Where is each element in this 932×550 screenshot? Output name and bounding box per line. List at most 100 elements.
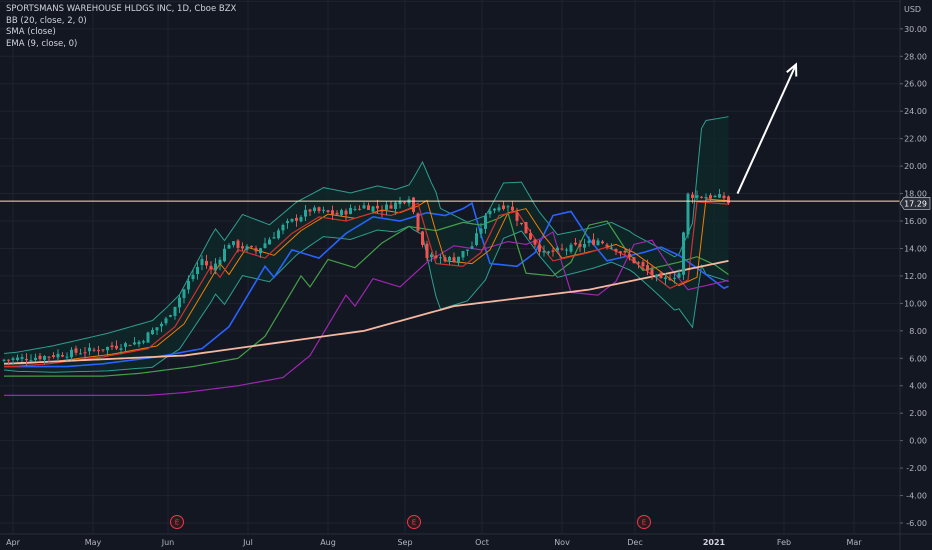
candle-body	[304, 209, 307, 217]
candle-body	[623, 250, 627, 253]
candle-body	[335, 212, 339, 215]
candle-body	[691, 194, 694, 198]
time-tick-label: Sep	[397, 538, 412, 547]
candle-body	[605, 244, 609, 247]
candle-body	[439, 257, 442, 259]
time-tick-label: 2021	[703, 538, 726, 547]
candle-body	[475, 233, 478, 245]
candle-body	[218, 259, 222, 265]
candle-body	[214, 263, 217, 270]
candle-body	[362, 205, 366, 209]
candle-body	[574, 242, 577, 245]
earnings-circle	[637, 515, 651, 529]
trend-arrow-line	[736, 64, 797, 194]
time-tick-label: Nov	[554, 538, 570, 547]
candle-body	[632, 257, 636, 264]
candle-body	[695, 195, 699, 198]
candle-body	[457, 256, 460, 264]
moving-average-purple	[4, 231, 729, 396]
candle-body	[308, 209, 312, 212]
candle-body	[601, 241, 604, 244]
price-tick-label: 2.00	[909, 409, 927, 418]
candle-body	[263, 243, 267, 249]
candle-body	[25, 358, 28, 361]
price-tick-label: -6.00	[906, 519, 927, 528]
candle-body	[412, 197, 415, 212]
candle-body	[511, 206, 514, 211]
candle-body	[506, 206, 510, 208]
legend-bb[interactable]: BB (20, close, 2, 0)	[6, 15, 87, 26]
candle-body	[83, 352, 87, 354]
candle-body	[191, 274, 195, 280]
candle-body	[704, 197, 708, 199]
legend-symbol-title[interactable]: SPORTSMANS WAREHOUSE HLDGS INC, 1D, Cboe…	[6, 4, 237, 14]
time-tick-label: May	[85, 538, 102, 547]
candle-body	[466, 249, 469, 251]
candle-body	[322, 209, 325, 211]
candle-body	[151, 329, 154, 335]
price-tick-label: -2.00	[906, 464, 927, 473]
candle-body	[497, 207, 501, 211]
time-tick-label: Oct	[475, 538, 489, 547]
candle-body	[344, 210, 348, 215]
candle-body	[115, 345, 118, 349]
price-tick-label: -4.00	[906, 492, 927, 501]
candle-body	[637, 262, 640, 264]
candle-body	[236, 240, 240, 248]
legend-ema[interactable]: EMA (9, close, 0)	[6, 38, 78, 49]
legend-sma[interactable]: SMA (close)	[6, 27, 56, 37]
candle-body	[709, 195, 712, 199]
time-tick-label: Aug	[320, 538, 336, 547]
earnings-marker[interactable]: E	[637, 515, 651, 529]
candle-body	[295, 218, 298, 221]
time-tick-label: Apr	[6, 538, 21, 547]
earnings-marker[interactable]: E	[407, 515, 421, 529]
price-tick-label: 26.00	[904, 80, 927, 89]
earnings-label: E	[642, 519, 646, 527]
candle-body	[128, 345, 132, 347]
candle-body	[110, 345, 114, 348]
candle-body	[727, 196, 730, 204]
price-tick-label: 6.00	[909, 354, 927, 363]
candle-body	[187, 280, 190, 290]
candle-body	[538, 244, 541, 252]
candle-body	[659, 272, 663, 279]
candle-body	[628, 253, 631, 258]
candle-body	[61, 355, 64, 357]
candle-body	[137, 341, 141, 345]
candle-body	[340, 210, 343, 216]
candle-body	[200, 259, 204, 265]
candle-body	[88, 347, 91, 352]
bollinger-upper-line	[3, 116, 729, 354]
candle-body	[565, 249, 568, 251]
candle-body	[668, 278, 672, 281]
candle-body	[74, 348, 78, 353]
candle-body	[178, 297, 181, 308]
candles	[2, 188, 730, 367]
candle-body	[169, 315, 172, 317]
candle-body	[11, 358, 15, 361]
candle-body	[578, 243, 582, 247]
candle-body	[227, 245, 231, 249]
candle-body	[443, 257, 447, 262]
candle-body	[349, 207, 352, 215]
candle-body	[493, 208, 496, 211]
candle-body	[488, 210, 492, 215]
candle-body	[70, 349, 73, 358]
candle-body	[650, 269, 654, 276]
candle-body	[286, 221, 289, 224]
candle-body	[331, 210, 334, 215]
candle-body	[394, 202, 397, 210]
candle-body	[254, 248, 258, 252]
earnings-marker[interactable]: E	[170, 515, 184, 529]
price-tick-label: 14.00	[904, 244, 927, 253]
candle-body	[326, 210, 330, 213]
candle-body	[313, 207, 316, 212]
candle-body	[664, 277, 667, 280]
candle-body	[65, 356, 69, 358]
candle-body	[448, 257, 451, 261]
candle-body	[547, 251, 550, 253]
candle-body	[106, 346, 109, 351]
candle-body	[515, 212, 519, 221]
